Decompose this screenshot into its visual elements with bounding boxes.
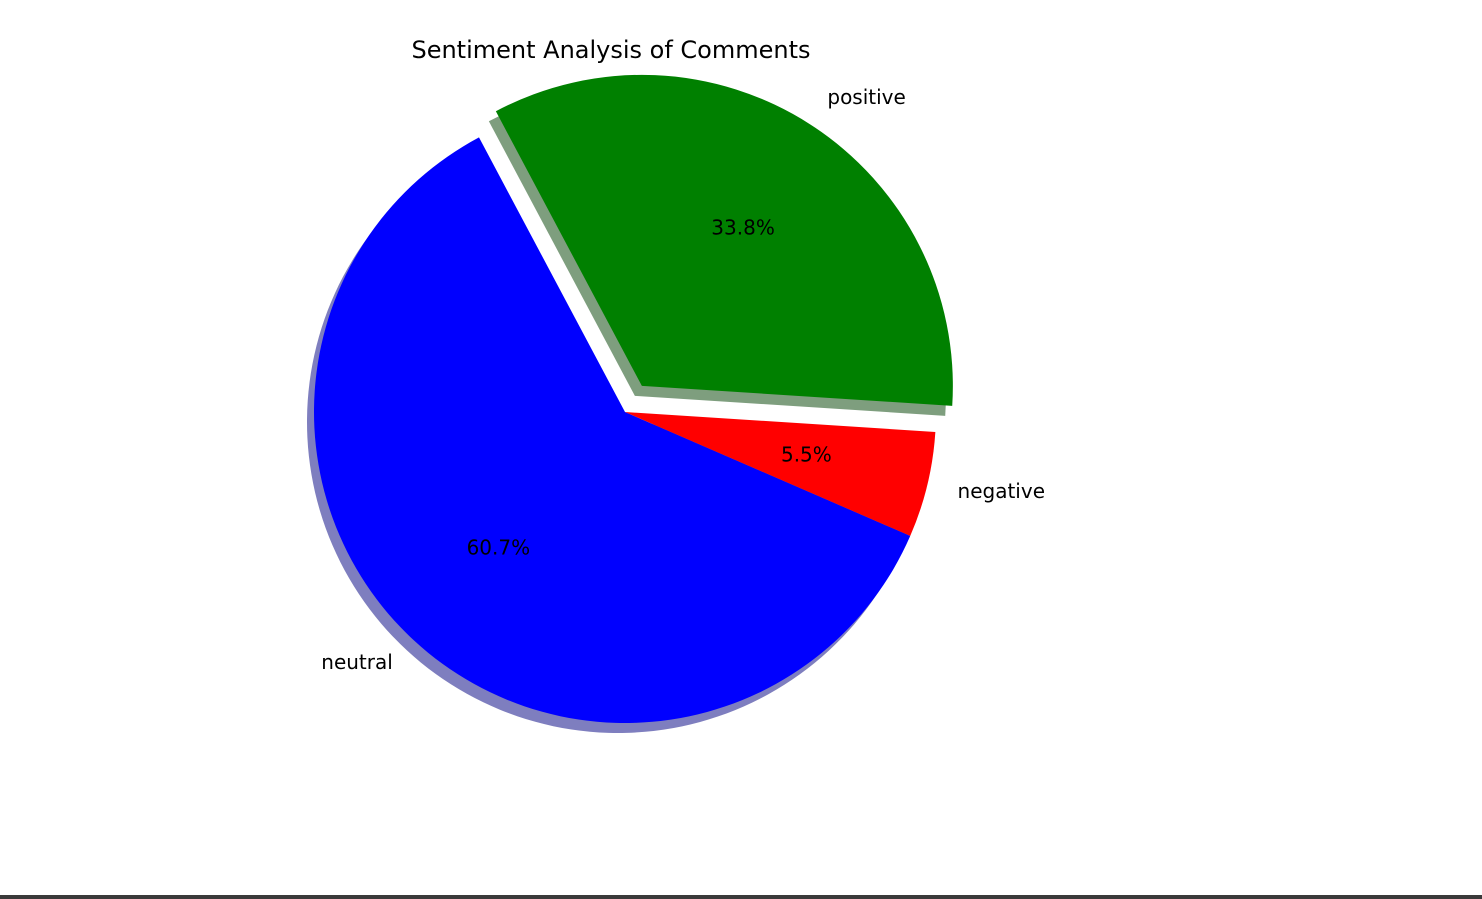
slice-percent-negative: 5.5% bbox=[781, 442, 832, 466]
slice-percent-neutral: 60.7% bbox=[467, 536, 531, 560]
chart-title: Sentiment Analysis of Comments bbox=[411, 36, 810, 64]
window-bottom-border bbox=[0, 895, 1482, 899]
pie-slice-positive bbox=[495, 74, 953, 406]
slice-percent-positive: 33.8% bbox=[711, 216, 775, 240]
slice-label-negative: negative bbox=[958, 479, 1045, 503]
slice-label-neutral: neutral bbox=[321, 650, 393, 674]
pie-slice-negative bbox=[625, 412, 936, 536]
pie-slice-neutral bbox=[313, 137, 911, 724]
pie-slices bbox=[313, 74, 953, 724]
slice-label-positive: positive bbox=[827, 85, 905, 109]
slice-labels: neutral 60.7% negative 5.5% positive 33.8% bbox=[321, 85, 1045, 674]
